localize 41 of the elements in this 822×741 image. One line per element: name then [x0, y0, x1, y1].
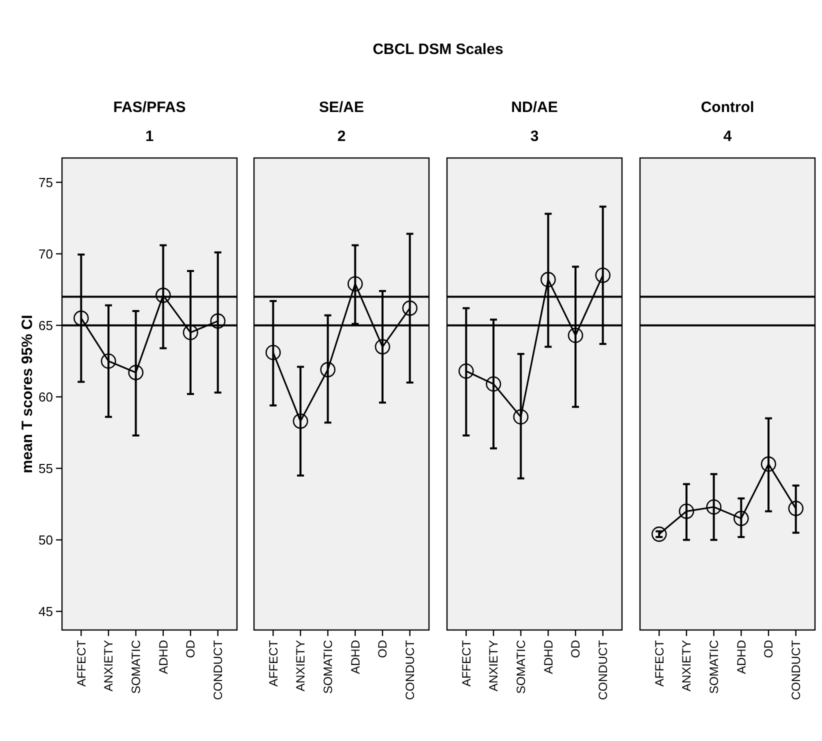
- x-tick-label: ADHD: [541, 640, 556, 674]
- x-tick-label: CONDUCT: [789, 639, 804, 700]
- x-tick-label: AFFECT: [266, 639, 280, 687]
- y-tick-label: 50: [38, 532, 53, 548]
- chart-subtitle: 3: [530, 128, 539, 145]
- x-tick-label: CONDUCT: [596, 639, 610, 700]
- y-tick-label: 60: [38, 389, 53, 404]
- x-tick-label: ANXIETY: [486, 640, 501, 692]
- x-tick-label: CONDUCT: [403, 639, 418, 700]
- x-tick-label: CONDUCT: [211, 639, 226, 700]
- x-tick-label: OD: [568, 640, 583, 658]
- x-tick-label: ANXIETY: [680, 640, 694, 692]
- x-tick-label: SOMATIC: [514, 640, 528, 694]
- x-tick-label: AFFECT: [459, 639, 474, 687]
- x-tick-label: OD: [184, 640, 198, 658]
- x-tick-label: OD: [376, 640, 390, 658]
- y-tick-label: 55: [38, 460, 53, 476]
- chart-subtitle: 4: [723, 128, 732, 145]
- x-tick-label: ADHD: [156, 640, 170, 674]
- x-tick-label: SOMATIC: [321, 640, 336, 694]
- chart-title: SE/AE: [318, 99, 364, 116]
- y-tick-label: 65: [38, 318, 53, 333]
- x-tick-label: AFFECT: [74, 639, 88, 687]
- x-tick-label: ANXIETY: [294, 640, 308, 692]
- y-tick-label: 70: [38, 246, 53, 262]
- x-tick-label: AFFECT: [652, 639, 666, 687]
- y-tick-label: 45: [38, 604, 53, 619]
- y-axis-title: mean T scores 95% CI: [19, 314, 36, 474]
- chart-subtitle: 1: [145, 128, 154, 145]
- x-tick-label: SOMATIC: [707, 640, 722, 694]
- y-tick-label: 75: [38, 174, 53, 190]
- x-tick-label: ADHD: [734, 640, 748, 674]
- x-tick-label: OD: [762, 640, 776, 658]
- chart-subtitle: 2: [337, 128, 346, 145]
- chart-title: ND/AE: [511, 99, 558, 116]
- text: CBCL DSM Scales: [372, 41, 504, 58]
- x-tick-label: ANXIETY: [102, 640, 116, 692]
- x-tick-label: SOMATIC: [129, 640, 144, 694]
- x-tick-label: ADHD: [348, 640, 362, 674]
- chart-title: Control: [700, 99, 754, 116]
- chart-title: FAS/PFAS: [113, 99, 186, 116]
